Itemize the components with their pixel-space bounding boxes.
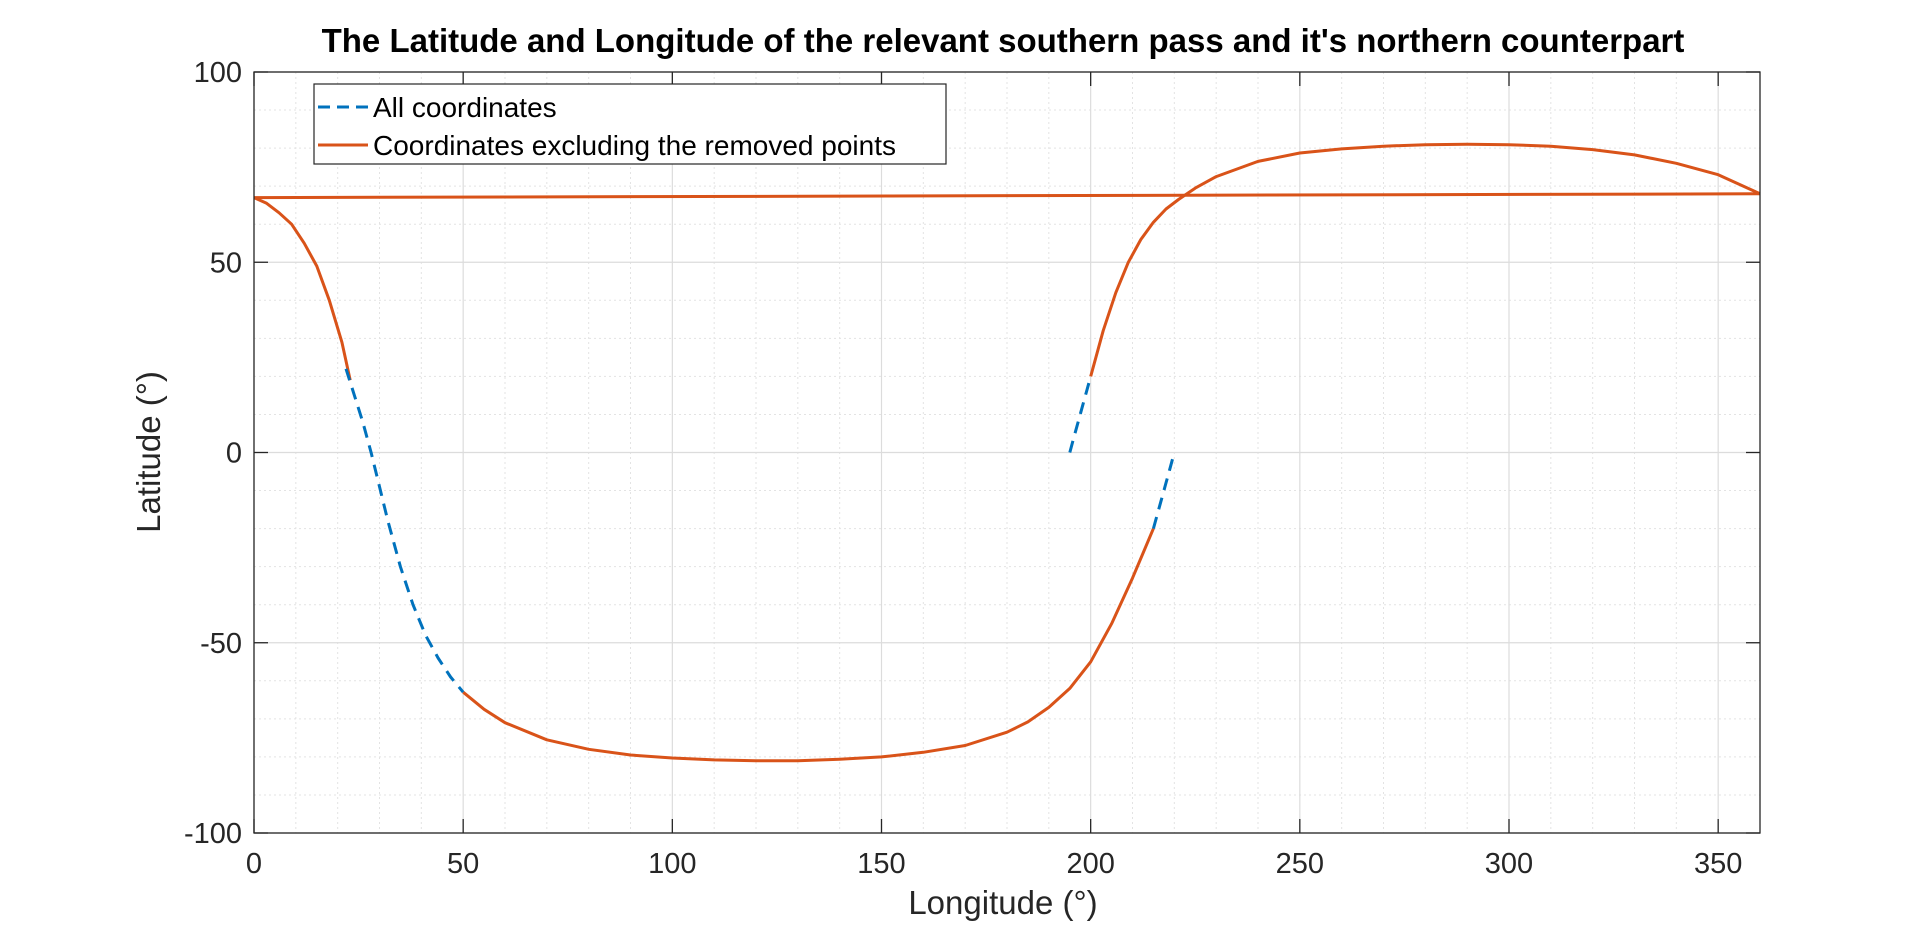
x-tick-label: 300 xyxy=(1485,848,1533,880)
series-line-all-coordinates xyxy=(1068,376,1093,453)
chart-title: The Latitude and Longitude of the releva… xyxy=(322,22,1685,59)
x-axis-label: Longitude (°) xyxy=(908,884,1097,921)
x-tick-label: 50 xyxy=(447,848,479,880)
series-layer xyxy=(253,142,1761,763)
x-tick-label: 350 xyxy=(1694,848,1742,880)
y-tick-label: 0 xyxy=(226,438,242,470)
series-line-all-coordinates xyxy=(344,368,465,694)
series-line-coordinates-excluding-the-removed-points xyxy=(1089,142,1761,377)
series-line-coordinates-excluding-the-removed-points xyxy=(253,196,352,381)
y-tick-label: 50 xyxy=(210,247,242,279)
legend-box xyxy=(313,83,947,165)
x-tick-label: 150 xyxy=(857,848,905,880)
legend: All coordinates Coordinates excluding th… xyxy=(313,83,947,165)
series-line-coordinates-excluding-the-removed-points xyxy=(462,528,1155,763)
y-axis-label: Latitude (°) xyxy=(130,371,167,533)
x-tick-label: 200 xyxy=(1066,848,1114,880)
series-line-all-coordinates xyxy=(1151,452,1176,529)
x-tick-label: 100 xyxy=(648,848,696,880)
x-tick-label: 250 xyxy=(1276,848,1324,880)
series-line-coordinates-excluding-the-removed-points xyxy=(253,192,1761,200)
legend-label-all-coordinates: All coordinates xyxy=(373,92,557,123)
tick-labels: 0 50 100 150 200 250 300 350 -100 -50 0 50 100 xyxy=(184,57,1742,880)
legend-label-coordinates-excluding-removed: Coordinates excluding the removed points xyxy=(373,130,896,161)
y-tick-label: -100 xyxy=(184,818,242,850)
y-tick-label: 100 xyxy=(194,57,242,89)
y-tick-label: -50 xyxy=(200,628,242,660)
ticks xyxy=(253,71,1760,834)
x-tick-label: 0 xyxy=(246,848,262,880)
